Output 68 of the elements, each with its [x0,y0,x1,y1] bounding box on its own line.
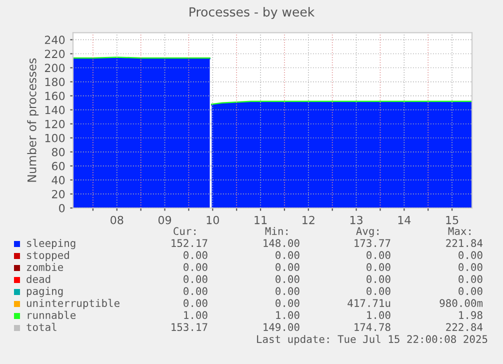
text: 174.78 [354,323,390,332]
x-tick-label: 14 [398,216,411,224]
text: 417.71u [348,299,390,308]
text: 0.00 [366,287,390,296]
text: 0.00 [276,263,300,272]
legend-label: paging [26,286,63,298]
text: 1.00 [276,311,300,320]
y-tick-label: 180 [45,78,65,86]
text: Avg: [356,227,378,238]
text: 0.00 [276,251,300,260]
y-tick-label: 240 [44,36,65,44]
legend-label: runnable [28,310,76,320]
text: 0.00 [184,299,208,308]
y-axis-title: Number of processes [27,58,39,182]
text: 0.00 [458,263,482,272]
legend-label: total [26,322,56,332]
legend-label: stopped [27,250,69,262]
x-tick-label: 10 [206,216,219,224]
x-tick-label: 13 [350,216,362,224]
text: Cur: [174,227,196,236]
legend-label: uninterruptible [26,298,120,310]
y-tick-label: 60 [52,162,65,170]
text: 0.00 [184,287,208,296]
y-tick-label: 220 [44,50,65,58]
text: 221.84 [446,239,483,248]
text: 0.00 [366,251,390,260]
y-tick-label: 40 [52,176,65,184]
text: 148.00 [264,239,300,248]
y-tick-label: 0 [59,204,65,212]
x-tick-label: 08 [110,216,124,224]
text: 152.17 [172,239,208,248]
text: 222.84 [446,323,483,332]
legend-label: zombie [27,262,64,272]
text: 0.00 [276,287,300,296]
text: 149.00 [264,323,300,332]
y-tick-label: 160 [45,92,65,100]
text: 153.17 [172,323,208,332]
text: 0.00 [366,275,390,284]
text: 1.98 [459,311,482,320]
text: 980.00m [440,299,483,308]
y-tick-label: 100 [45,134,65,142]
x-tick-label: 12 [302,216,314,224]
y-tick-label: 20 [52,190,65,198]
text: 1.00 [184,311,208,320]
text: Last update: Tue Jul 15 22:00:08 2025 [257,334,488,346]
x-tick-label: 15 [446,216,458,224]
text: 1.00 [367,311,390,320]
text: 0.00 [458,275,482,284]
legend-label: sleeping [27,238,76,250]
text: 0.00 [458,251,482,260]
text: 0.00 [184,263,208,272]
text: 0.00 [276,299,300,308]
chart-title: Processes - by week [190,6,315,20]
y-tick-label: 200 [44,64,65,72]
legend-label: dead [26,274,50,284]
text: 0.00 [276,275,300,284]
y-tick-label: 80 [52,148,65,156]
x-tick-label: 11 [254,216,267,224]
text: 0.00 [366,263,390,272]
text: 0.00 [458,287,482,296]
text: Min: [265,226,288,235]
text: 0.00 [184,251,208,260]
text: 0.00 [184,275,208,284]
text: 173.77 [354,239,390,248]
x-tick-label: 09 [158,216,172,224]
y-tick-label: 140 [45,106,65,114]
text: Max: [448,227,470,236]
y-tick-label: 120 [45,120,65,128]
